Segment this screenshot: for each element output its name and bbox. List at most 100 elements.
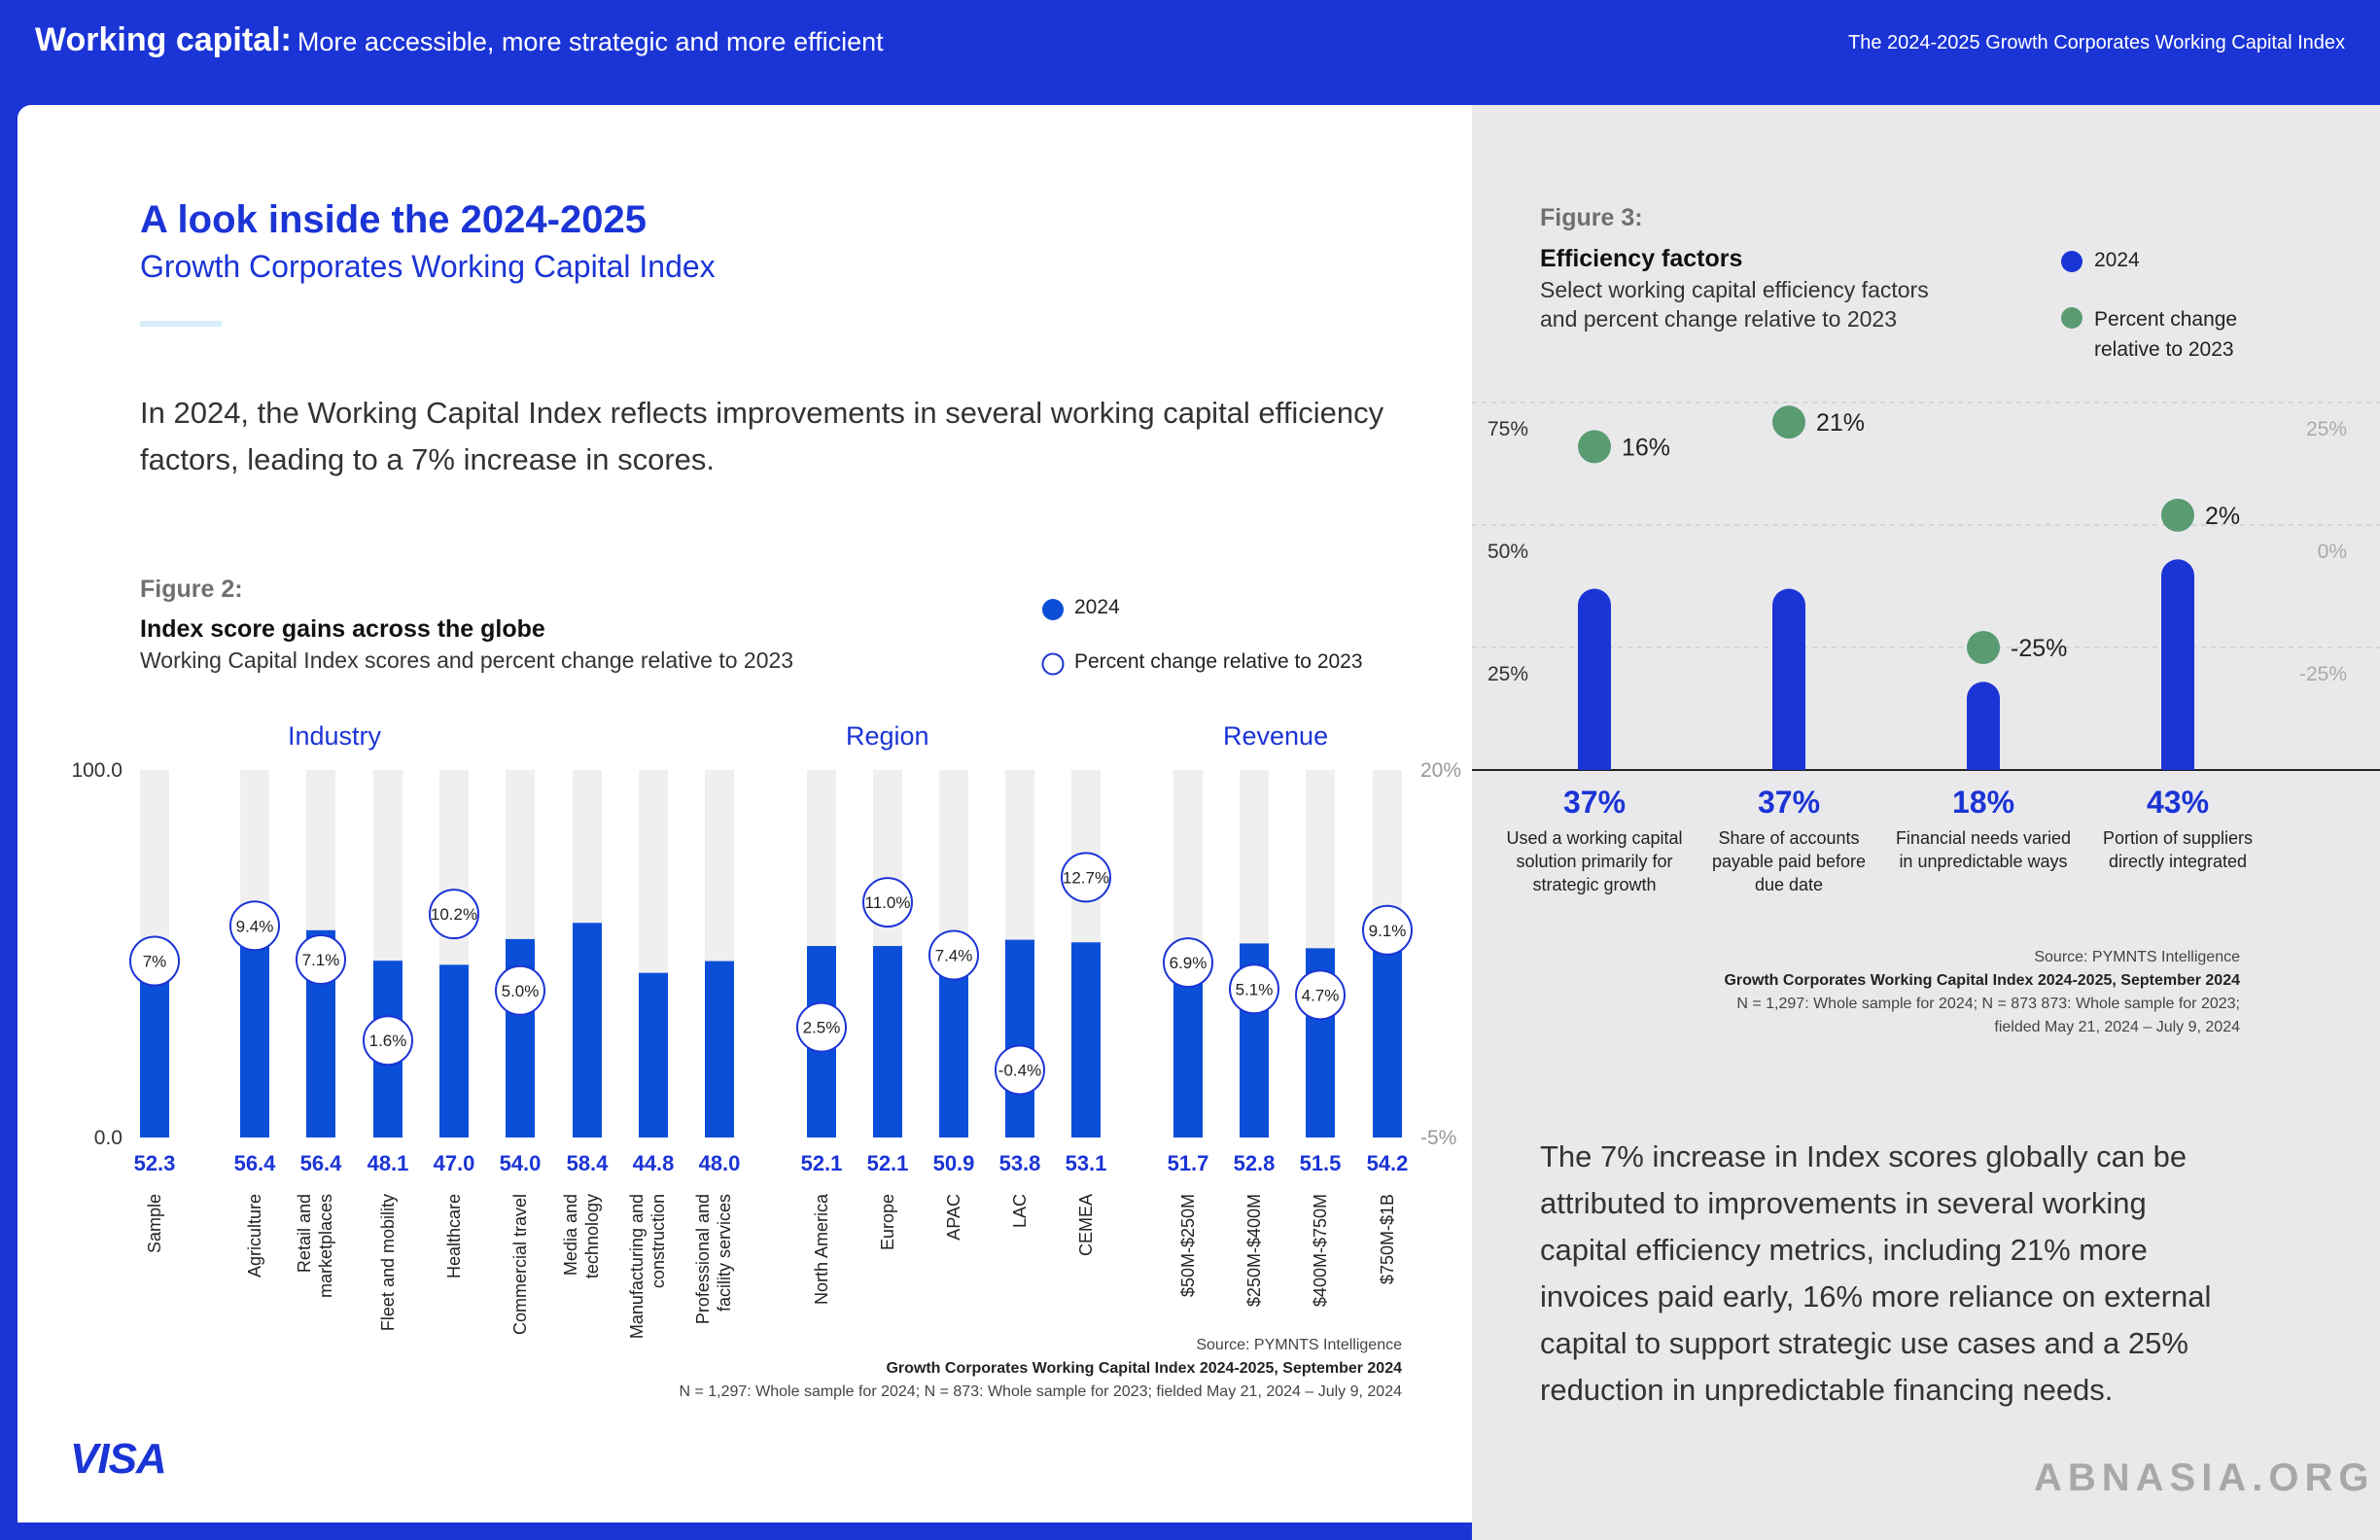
figure3-legend-change: Percent change relative to 2023 <box>2094 308 2238 361</box>
change-label-250m-400m: 5.1% <box>1236 980 1274 998</box>
legend-dot-2024 <box>1042 599 1064 620</box>
bar-factor-4 <box>2161 559 2194 770</box>
change-label-europe: 11.0% <box>865 893 911 912</box>
figure3-label: Figure 3: <box>1540 204 1643 231</box>
section-subtitle: Growth Corporates Working Capital Index <box>140 249 716 284</box>
figure2-legend-markers <box>1041 599 1065 676</box>
value-label-factor-1: 37% <box>1563 785 1626 820</box>
change-dot-factor-3 <box>1967 631 2000 664</box>
accent-line <box>140 321 222 327</box>
figure3-title: Efficiency factors <box>1540 245 1743 272</box>
index-title: The 2024-2025 Growth Corporates Working … <box>1847 32 2345 53</box>
group-title-industry: Industry <box>288 721 382 751</box>
category-label-healthcare: Healthcare <box>444 1194 464 1278</box>
bar-healthcare <box>439 964 469 1138</box>
bar-agriculture <box>240 929 269 1138</box>
change-label-agriculture: 9.4% <box>236 917 274 935</box>
change-bubble-750m-1b <box>1362 904 1413 956</box>
category-label-retail-and-marketplaces: Retail and marketplaces <box>295 1194 335 1298</box>
change-bubble-50m-250m <box>1163 937 1213 989</box>
visa-logo: VISA <box>70 1435 167 1483</box>
bar-media-and-technology <box>573 923 602 1138</box>
category-label-sample: Sample <box>145 1194 164 1253</box>
change-bubble-fleet-and-mobility <box>363 1015 413 1067</box>
bar-lac <box>1005 939 1034 1138</box>
category-label-lac: LAC <box>1010 1194 1030 1228</box>
category-label-cemea: CEMEA <box>1076 1194 1096 1256</box>
value-label-lac: 53.8 <box>999 1151 1041 1175</box>
category-label-750m-1b: $750M-$1B <box>1378 1194 1397 1284</box>
y-right-tick-bottom: -5% <box>1420 1127 1456 1149</box>
category-label-factor-2: Share of accounts payable paid before due … <box>1712 828 1866 894</box>
figure2-chart: 100.0 0.0 20% -5% 52.3 Sample 7% Industry 56.4 Ag… <box>71 721 1461 1339</box>
group-title-region: Region <box>846 721 929 751</box>
figure2-description: Working Capital Index scores and percent… <box>140 648 794 673</box>
watermark: ABNASIA.ORG <box>2034 1456 2375 1499</box>
figure2-legend-2024: 2024 <box>1074 596 1120 618</box>
change-bubble-apac <box>928 929 979 981</box>
group-title-revenue: Revenue <box>1223 721 1328 751</box>
bar-professional-and-facility-services <box>705 961 734 1138</box>
bar-factor-1 <box>1578 588 1611 770</box>
category-label-factor-4: Portion of suppliers directly integrated <box>2103 828 2253 871</box>
bar-europe <box>873 946 902 1138</box>
category-label-fleet-and-mobility: Fleet and mobility <box>378 1194 398 1331</box>
category-label-europe: Europe <box>878 1194 897 1250</box>
change-bubble-250m-400m <box>1229 963 1279 1015</box>
value-label-agriculture: 56.4 <box>234 1151 277 1175</box>
bar-factor-3 <box>1967 682 2000 770</box>
y-right-tick-top: 20% <box>1420 759 1461 782</box>
change-dot-factor-1 <box>1578 430 1611 464</box>
figure2-title: Index score gains across the globe <box>140 615 545 643</box>
change-label-cemea: 12.7% <box>1063 868 1109 887</box>
change-dot-factor-2 <box>1772 405 1805 439</box>
change-label-sample: 7% <box>143 953 167 971</box>
value-label-cemea: 53.1 <box>1066 1151 1107 1175</box>
change-bubble-agriculture <box>229 900 280 952</box>
figure3-source-line4: fielded May 21, 2024 – July 9, 2024 <box>1994 1019 2240 1035</box>
change-dot-factor-4 <box>2161 498 2194 532</box>
figure2-source-line1: Source: PYMNTS Intelligence <box>1196 1337 1402 1353</box>
section-title: A look inside the 2024-2025 <box>140 198 647 241</box>
category-label-north-america: North America <box>812 1193 831 1305</box>
category-label-250m-400m: $250M-$400M <box>1244 1194 1264 1307</box>
value-label-50m-250m: 51.7 <box>1168 1151 1209 1175</box>
value-label-north-america: 52.1 <box>801 1151 843 1175</box>
value-label-factor-2: 37% <box>1758 785 1820 820</box>
y-right-tick-0: 25% <box>2306 418 2347 440</box>
legend-dot-change <box>2061 307 2082 329</box>
change-label-commercial-travel: 5.0% <box>502 982 540 1000</box>
figure3-source-line1: Source: PYMNTS Intelligence <box>2034 949 2240 965</box>
figure2-label: Figure 2: <box>140 576 243 603</box>
bar-manufacturing-and-construction <box>639 972 668 1138</box>
figure3-chart: 75% 25% 50% 0% 25% -25% 16% 37% Used a working c… <box>1472 402 2380 894</box>
change-label-apac: 7.4% <box>935 947 973 965</box>
category-label-apac: APAC <box>944 1194 963 1241</box>
figure3-source-line2: Growth Corporates Working Capital Index … <box>1724 972 2240 989</box>
value-label-healthcare: 47.0 <box>434 1151 475 1175</box>
value-label-professional-and-facility-services: 48.0 <box>699 1151 741 1175</box>
bar-factor-2 <box>1772 588 1805 770</box>
figure2-source-line2: Growth Corporates Working Capital Index … <box>886 1360 1402 1377</box>
category-label-manufacturing-and-construction: Manufacturing and construction <box>627 1194 668 1339</box>
value-label-europe: 52.1 <box>867 1151 909 1175</box>
right-panel <box>1472 105 2380 1540</box>
figure3-source: Source: PYMNTS Intelligence Growth Corpo… <box>1724 946 2240 1039</box>
value-label-media-and-technology: 58.4 <box>567 1151 610 1175</box>
change-bubble-north-america <box>796 1001 847 1053</box>
legend-circle-change <box>1041 652 1065 676</box>
change-label-factor-4: 2% <box>2205 503 2240 530</box>
y-left-tick-75: 75% <box>1488 418 1528 440</box>
bottom-strip <box>0 1522 1472 1540</box>
y-left-tick-50: 50% <box>1488 541 1528 563</box>
category-label-media-and-technology: Media and technology <box>561 1194 602 1278</box>
change-label-retail-and-marketplaces: 7.1% <box>302 951 340 969</box>
figure3-source-line3: N = 1,297: Whole sample for 2024; N = 87… <box>1736 996 2240 1012</box>
change-bubble-sample <box>129 935 180 987</box>
bar-cemea <box>1071 942 1101 1138</box>
change-label-50m-250m: 6.9% <box>1170 954 1208 972</box>
change-bubble-healthcare <box>429 889 479 940</box>
change-label-factor-2: 21% <box>1816 409 1865 437</box>
value-label-sample: 52.3 <box>134 1151 176 1175</box>
change-label-healthcare: 10.2% <box>431 905 477 924</box>
